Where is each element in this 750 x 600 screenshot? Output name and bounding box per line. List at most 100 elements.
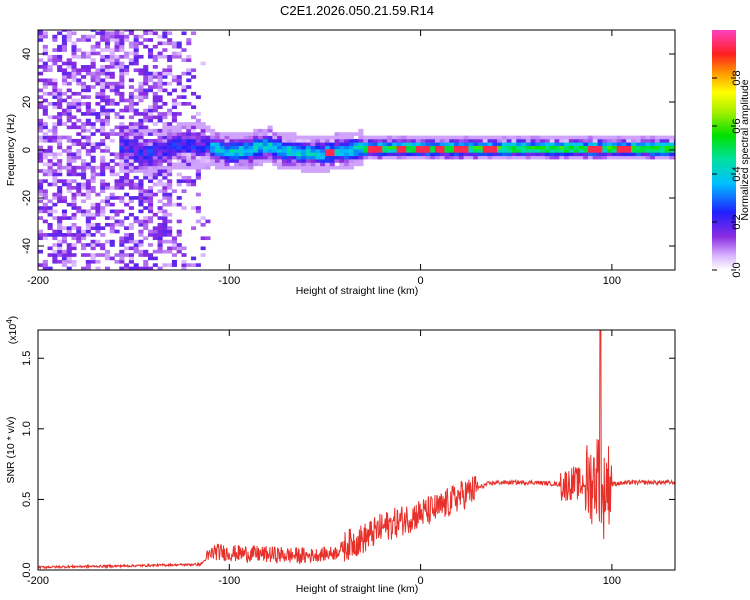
heatmap-cell bbox=[119, 125, 125, 130]
heatmap-cell bbox=[128, 259, 134, 264]
heatmap-cell bbox=[133, 216, 139, 220]
heatmap-cell bbox=[253, 152, 259, 157]
colorbar: 0.00.20.40.60.8 Normalized spectral ampl… bbox=[712, 30, 750, 278]
heatmap-cell bbox=[329, 145, 335, 150]
heatmap-cell bbox=[71, 243, 77, 247]
heatmap-cell bbox=[66, 162, 72, 167]
heatmap-cell bbox=[119, 243, 125, 247]
heatmap-cell bbox=[104, 239, 111, 244]
heatmap-cell bbox=[162, 239, 168, 244]
heatmap-cell bbox=[301, 135, 307, 140]
heatmap-cell bbox=[81, 95, 87, 99]
heatmap-cell bbox=[119, 54, 125, 59]
heatmap-cell bbox=[348, 135, 354, 140]
heatmap-cell bbox=[100, 179, 106, 183]
heatmap-cell bbox=[257, 155, 264, 160]
heatmap-cell bbox=[396, 142, 402, 146]
heatmap-cell bbox=[272, 152, 278, 157]
heatmap-cell bbox=[171, 243, 177, 247]
heatmap-cell bbox=[162, 48, 168, 52]
heatmap-cell bbox=[234, 138, 240, 143]
heatmap-cell bbox=[171, 54, 177, 59]
heatmap-cell bbox=[195, 159, 201, 163]
heatmap-cell bbox=[138, 85, 144, 89]
heatmap-cell bbox=[305, 145, 311, 150]
heatmap-cell bbox=[344, 142, 350, 146]
heatmap-cell bbox=[100, 253, 106, 257]
heatmap-cell bbox=[396, 135, 402, 140]
chart-title: C2E1.2026.050.21.59.R14 bbox=[280, 3, 434, 18]
heatmap-cell bbox=[100, 172, 106, 177]
heatmap-cell bbox=[602, 135, 608, 140]
heatmap-cell bbox=[277, 152, 283, 157]
heatmap-cell bbox=[167, 149, 173, 153]
heatmap-cell bbox=[626, 155, 632, 160]
heatmap-cell bbox=[114, 253, 120, 257]
heatmap-cell bbox=[157, 112, 163, 116]
heatmap-cell bbox=[85, 259, 91, 264]
heatmap-cell bbox=[66, 179, 72, 183]
heatmap-cell bbox=[90, 125, 96, 130]
heatmap-cell bbox=[138, 202, 144, 207]
heatmap-cell bbox=[650, 149, 656, 153]
heatmap-cell bbox=[138, 95, 144, 99]
heatmap-cell bbox=[61, 112, 67, 116]
heatmap-cell bbox=[564, 145, 570, 150]
heatmap-cell bbox=[38, 263, 44, 267]
heatmap-cell bbox=[100, 128, 106, 133]
heatmap-cell bbox=[334, 149, 340, 153]
heatmap-cell bbox=[100, 142, 106, 146]
heatmap-cell bbox=[38, 216, 44, 220]
heatmap-cell bbox=[138, 88, 144, 93]
heatmap-cell bbox=[281, 142, 287, 146]
heatmap-cell bbox=[559, 155, 565, 160]
snr-xtick-label: 0 bbox=[418, 575, 424, 587]
heatmap-cell bbox=[138, 165, 144, 170]
heatmap-cell bbox=[181, 259, 187, 264]
heatmap-cell bbox=[47, 182, 53, 187]
heatmap-cell bbox=[310, 162, 316, 167]
heatmap-cell bbox=[81, 142, 87, 146]
heatmap-cell bbox=[104, 48, 111, 52]
heatmap-cell bbox=[119, 44, 125, 49]
heatmap-cell bbox=[119, 34, 125, 39]
heatmap-cell bbox=[607, 135, 613, 140]
heatmap-cell bbox=[554, 155, 560, 160]
heatmap-cell bbox=[152, 226, 158, 230]
heatmap-cell bbox=[449, 142, 455, 146]
heatmap-cell bbox=[238, 159, 244, 163]
heatmap-cell bbox=[573, 142, 579, 146]
heatmap-cell bbox=[525, 152, 531, 157]
heatmap-cell bbox=[176, 75, 182, 79]
snr-series-line bbox=[38, 330, 675, 570]
heatmap-cell bbox=[119, 155, 125, 160]
heatmap-cell bbox=[81, 172, 87, 177]
heatmap-cell bbox=[291, 162, 297, 167]
heatmap-cell bbox=[100, 68, 106, 73]
heatmap-cell bbox=[425, 149, 431, 153]
heatmap-cell bbox=[42, 112, 48, 116]
heatmap-cell bbox=[138, 112, 144, 116]
heatmap-cell bbox=[387, 149, 393, 153]
heatmap-cell bbox=[38, 105, 44, 110]
heatmap-cell bbox=[76, 78, 82, 83]
heatmap-cell bbox=[133, 38, 139, 42]
heatmap-cell bbox=[324, 145, 331, 150]
heatmap-cell bbox=[81, 135, 87, 140]
heatmap-cell bbox=[162, 175, 168, 180]
heatmap-cell bbox=[76, 81, 82, 86]
heatmap-cell bbox=[42, 152, 48, 157]
heatmap-cell bbox=[205, 162, 211, 167]
heatmap-cell bbox=[128, 149, 134, 153]
heatmap-cell bbox=[147, 105, 154, 110]
heatmap-cell bbox=[114, 65, 120, 69]
heatmap-cell bbox=[167, 162, 173, 167]
heatmap-cell bbox=[114, 54, 120, 59]
heatmap-cell bbox=[100, 38, 106, 42]
heatmap-cell bbox=[296, 145, 302, 150]
heatmap-cell bbox=[167, 71, 173, 76]
heatmap-cell bbox=[95, 81, 101, 86]
heatmap-cell bbox=[57, 186, 63, 190]
heatmap-cell bbox=[138, 159, 144, 163]
heatmap-cell bbox=[210, 128, 216, 133]
